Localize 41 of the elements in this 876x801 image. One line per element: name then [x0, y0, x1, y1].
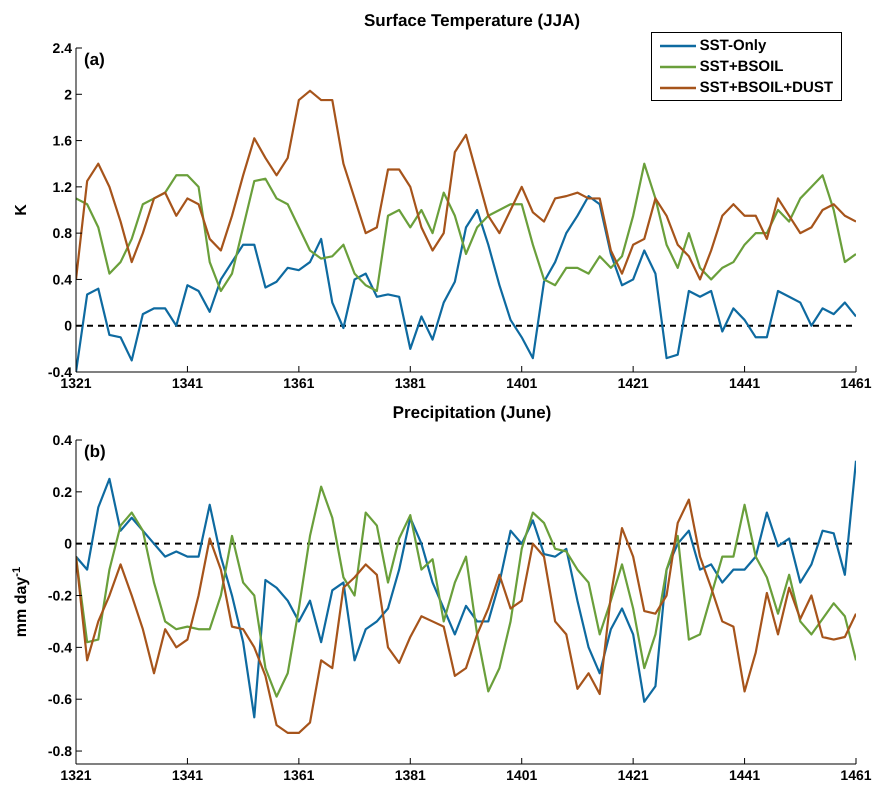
y-tick-label: 0: [64, 536, 72, 552]
legend-label: SST-Only: [700, 37, 766, 54]
y-tick-label: 0.2: [52, 484, 72, 500]
y-tick-label: 2: [64, 86, 72, 102]
y-tick-label: 0: [64, 318, 72, 334]
x-tick-label: 1361: [283, 374, 315, 391]
x-tick-label: 1321: [60, 766, 92, 783]
annotation: (b): [84, 442, 106, 462]
x-tick-label: 1441: [728, 374, 760, 391]
legend-label: SST+BSOIL: [700, 58, 784, 75]
line-series: [76, 486, 856, 698]
y-tick-label: -0.8: [48, 743, 72, 760]
y-tick-label: 2.4: [52, 40, 72, 56]
x-tick-label: 1361: [283, 766, 315, 783]
annotation: (a): [84, 50, 105, 70]
y-tick-label: 0.4: [52, 432, 72, 448]
line-series: [76, 162, 856, 292]
x-tick-label: 1461: [840, 766, 872, 783]
y-tick-label: 1.6: [52, 132, 72, 149]
x-tick-label: 1441: [728, 766, 760, 783]
legend-label: SST+BSOIL+DUST: [700, 79, 833, 96]
x-tick-label: 1421: [618, 766, 649, 783]
line-series: [76, 460, 856, 718]
line-series: [76, 498, 856, 734]
x-tick-label: 1381: [394, 374, 426, 391]
x-tick-label: 1421: [618, 374, 649, 391]
x-tick-label: 1461: [840, 374, 872, 391]
x-tick-label: 1341: [172, 374, 204, 391]
y-tick-label: 1.2: [52, 178, 72, 195]
y-tick-label: 0.8: [52, 225, 72, 242]
y-axis-title: K: [13, 204, 30, 216]
x-tick-label: 1341: [172, 766, 204, 783]
x-tick-label: 1401: [506, 374, 538, 391]
y-tick-label: -0.4: [48, 639, 72, 656]
chart-title: Surface Temperature (JJA): [362, 10, 582, 32]
x-tick-label: 1401: [506, 766, 538, 783]
y-tick-label: -0.6: [48, 691, 72, 708]
y-tick-label: -0.2: [48, 587, 72, 604]
y-tick-label: 0.4: [52, 271, 72, 288]
x-tick-label: 1381: [394, 766, 426, 783]
chart-title: Precipitation (June): [392, 402, 552, 424]
